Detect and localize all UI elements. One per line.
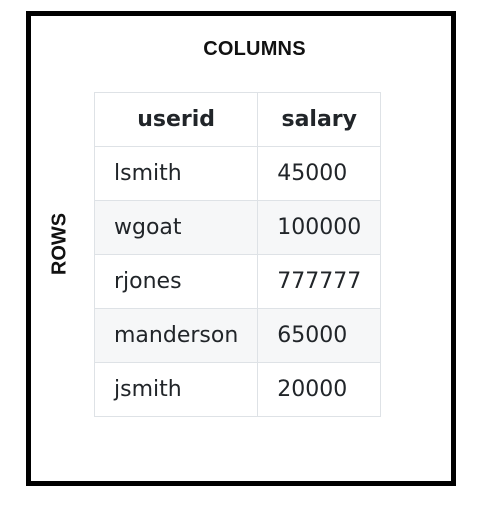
table-row: rjones 777777 xyxy=(93,254,382,309)
cell-userid: wgoat xyxy=(93,200,259,255)
cell-userid: lsmith xyxy=(93,146,259,201)
rows-label: ROWS xyxy=(48,212,71,276)
column-header-userid: userid xyxy=(93,92,259,147)
cell-salary: 45000 xyxy=(257,146,382,201)
header-row: userid salary xyxy=(93,92,382,147)
table-row: manderson 65000 xyxy=(93,308,382,363)
data-table: userid salary lsmith 45000 wgoat 100000 … xyxy=(93,92,382,417)
table-row: lsmith 45000 xyxy=(93,146,382,201)
columns-label: COLUMNS xyxy=(203,38,306,60)
column-header-salary: salary xyxy=(257,92,382,147)
cell-userid: jsmith xyxy=(93,362,259,417)
cell-userid: rjones xyxy=(93,254,259,309)
cell-salary: 100000 xyxy=(257,200,382,255)
cell-salary: 20000 xyxy=(257,362,382,417)
cell-userid: manderson xyxy=(93,308,259,363)
table-row: jsmith 20000 xyxy=(93,362,382,417)
cell-salary: 65000 xyxy=(257,308,382,363)
table-row: wgoat 100000 xyxy=(93,200,382,255)
cell-salary: 777777 xyxy=(257,254,382,309)
